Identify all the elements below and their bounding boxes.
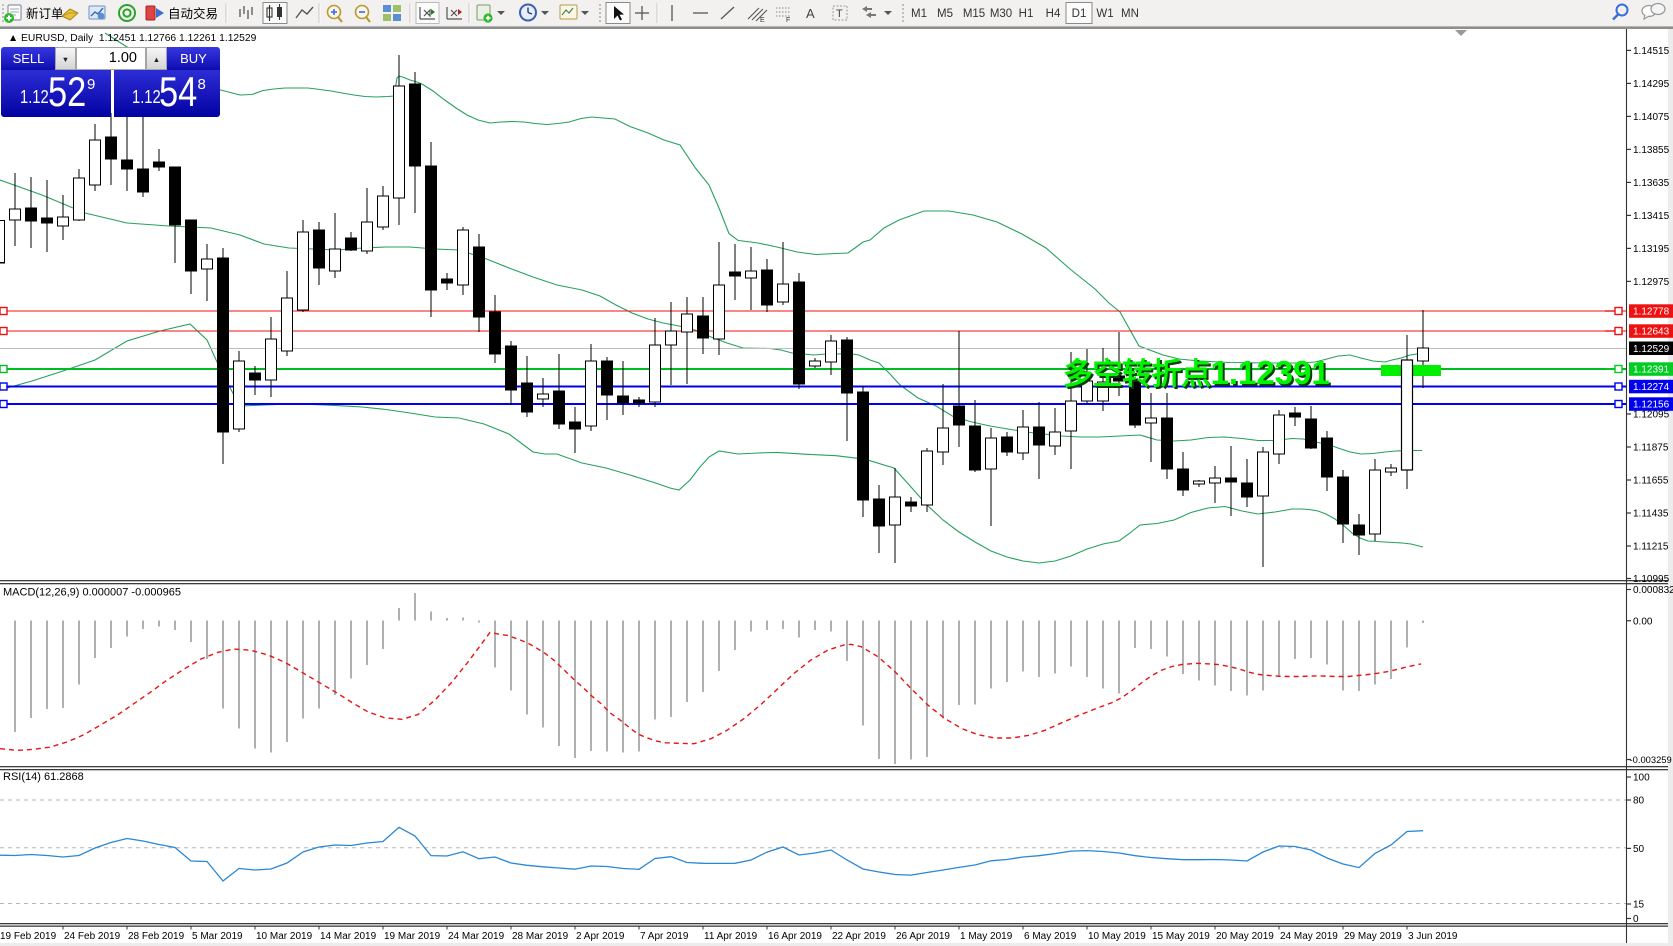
svg-text:MN: MN — [1121, 8, 1139, 20]
svg-text:1.12391: 1.12391 — [1633, 365, 1670, 376]
svg-text:新订单: 新订单 — [26, 6, 64, 21]
svg-text:D1: D1 — [1072, 8, 1087, 20]
svg-text:0.000832: 0.000832 — [1633, 585, 1673, 596]
svg-text:1.11215: 1.11215 — [1633, 542, 1669, 553]
svg-text:19 Mar 2019: 19 Mar 2019 — [384, 931, 441, 942]
svg-text:M1: M1 — [911, 8, 927, 20]
svg-text:-0.003259: -0.003259 — [1630, 754, 1672, 765]
svg-text:F: F — [786, 17, 790, 24]
svg-text:M15: M15 — [963, 8, 985, 20]
svg-text:1.14075: 1.14075 — [1633, 112, 1670, 123]
svg-text:0: 0 — [1633, 914, 1639, 925]
svg-text:1.12975: 1.12975 — [1633, 277, 1670, 288]
svg-text:RSI(14) 61.2868: RSI(14) 61.2868 — [3, 771, 84, 783]
svg-text:6 May 2019: 6 May 2019 — [1024, 931, 1077, 942]
svg-text:W1: W1 — [1096, 8, 1113, 20]
svg-text:1.12156: 1.12156 — [1633, 400, 1670, 411]
svg-text:1.13195: 1.13195 — [1633, 244, 1670, 255]
svg-text:1.12643: 1.12643 — [1633, 327, 1670, 338]
svg-text:80: 80 — [1633, 796, 1645, 807]
svg-text:7 Apr 2019: 7 Apr 2019 — [640, 931, 689, 942]
svg-text:15: 15 — [1633, 900, 1645, 911]
svg-text:5 Mar 2019: 5 Mar 2019 — [192, 931, 243, 942]
svg-text:1.13855: 1.13855 — [1633, 145, 1670, 156]
svg-text:16 Apr 2019: 16 Apr 2019 — [768, 931, 822, 942]
svg-text:20 May 2019: 20 May 2019 — [1216, 931, 1274, 942]
svg-text:MACD(12,26,9) 0.000007 -0.0009: MACD(12,26,9) 0.000007 -0.000965 — [3, 587, 181, 599]
svg-text:15 May 2019: 15 May 2019 — [1152, 931, 1210, 942]
svg-text:1.12778: 1.12778 — [1633, 307, 1670, 318]
svg-text:T: T — [836, 8, 843, 20]
svg-text:10 Mar 2019: 10 Mar 2019 — [256, 931, 313, 942]
svg-text:28 Mar 2019: 28 Mar 2019 — [512, 931, 569, 942]
svg-text:H1: H1 — [1019, 8, 1034, 20]
svg-text:1 May 2019: 1 May 2019 — [960, 931, 1013, 942]
svg-text:1.11655: 1.11655 — [1633, 476, 1669, 487]
svg-text:100: 100 — [1633, 773, 1650, 784]
svg-text:M30: M30 — [990, 8, 1012, 20]
svg-text:1.12095: 1.12095 — [1633, 410, 1670, 421]
svg-text:▲ EURUSD, Daily 1.12451 1.127: ▲ EURUSD, Daily 1.12451 1.12766 1.12261 … — [8, 33, 257, 44]
svg-text:0.00: 0.00 — [1633, 616, 1653, 627]
svg-text:3 Jun 2019: 3 Jun 2019 — [1408, 931, 1458, 942]
svg-text:A: A — [806, 6, 815, 21]
svg-text:14 Mar 2019: 14 Mar 2019 — [320, 931, 377, 942]
svg-text:1.14295: 1.14295 — [1633, 79, 1670, 90]
svg-text:50: 50 — [1633, 844, 1645, 855]
svg-text:11 Apr 2019: 11 Apr 2019 — [704, 931, 758, 942]
svg-text:1.10995: 1.10995 — [1633, 574, 1670, 585]
svg-text:22 Apr 2019: 22 Apr 2019 — [832, 931, 886, 942]
svg-text:1.11875: 1.11875 — [1633, 443, 1669, 454]
svg-text:2 Apr 2019: 2 Apr 2019 — [576, 931, 625, 942]
svg-text:H4: H4 — [1046, 8, 1061, 20]
svg-text:自动交易: 自动交易 — [168, 6, 218, 21]
svg-text:E: E — [760, 17, 765, 24]
svg-text:10 May 2019: 10 May 2019 — [1088, 931, 1146, 942]
svg-text:1.13635: 1.13635 — [1633, 178, 1670, 189]
svg-text:1.12274: 1.12274 — [1633, 382, 1670, 393]
svg-text:24 Feb 2019: 24 Feb 2019 — [64, 931, 121, 942]
svg-text:29 May 2019: 29 May 2019 — [1344, 931, 1402, 942]
svg-text:24 Mar 2019: 24 Mar 2019 — [448, 931, 505, 942]
svg-text:28 Feb 2019: 28 Feb 2019 — [128, 931, 185, 942]
svg-text:1.13415: 1.13415 — [1633, 211, 1670, 222]
svg-text:1.12529: 1.12529 — [1633, 344, 1670, 355]
svg-text:19 Feb 2019: 19 Feb 2019 — [0, 931, 57, 942]
svg-text:24 May 2019: 24 May 2019 — [1280, 931, 1338, 942]
svg-text:1.14515: 1.14515 — [1633, 46, 1670, 57]
svg-text:26 Apr 2019: 26 Apr 2019 — [896, 931, 950, 942]
svg-text:1.11435: 1.11435 — [1633, 509, 1669, 520]
svg-text:M5: M5 — [937, 8, 953, 20]
